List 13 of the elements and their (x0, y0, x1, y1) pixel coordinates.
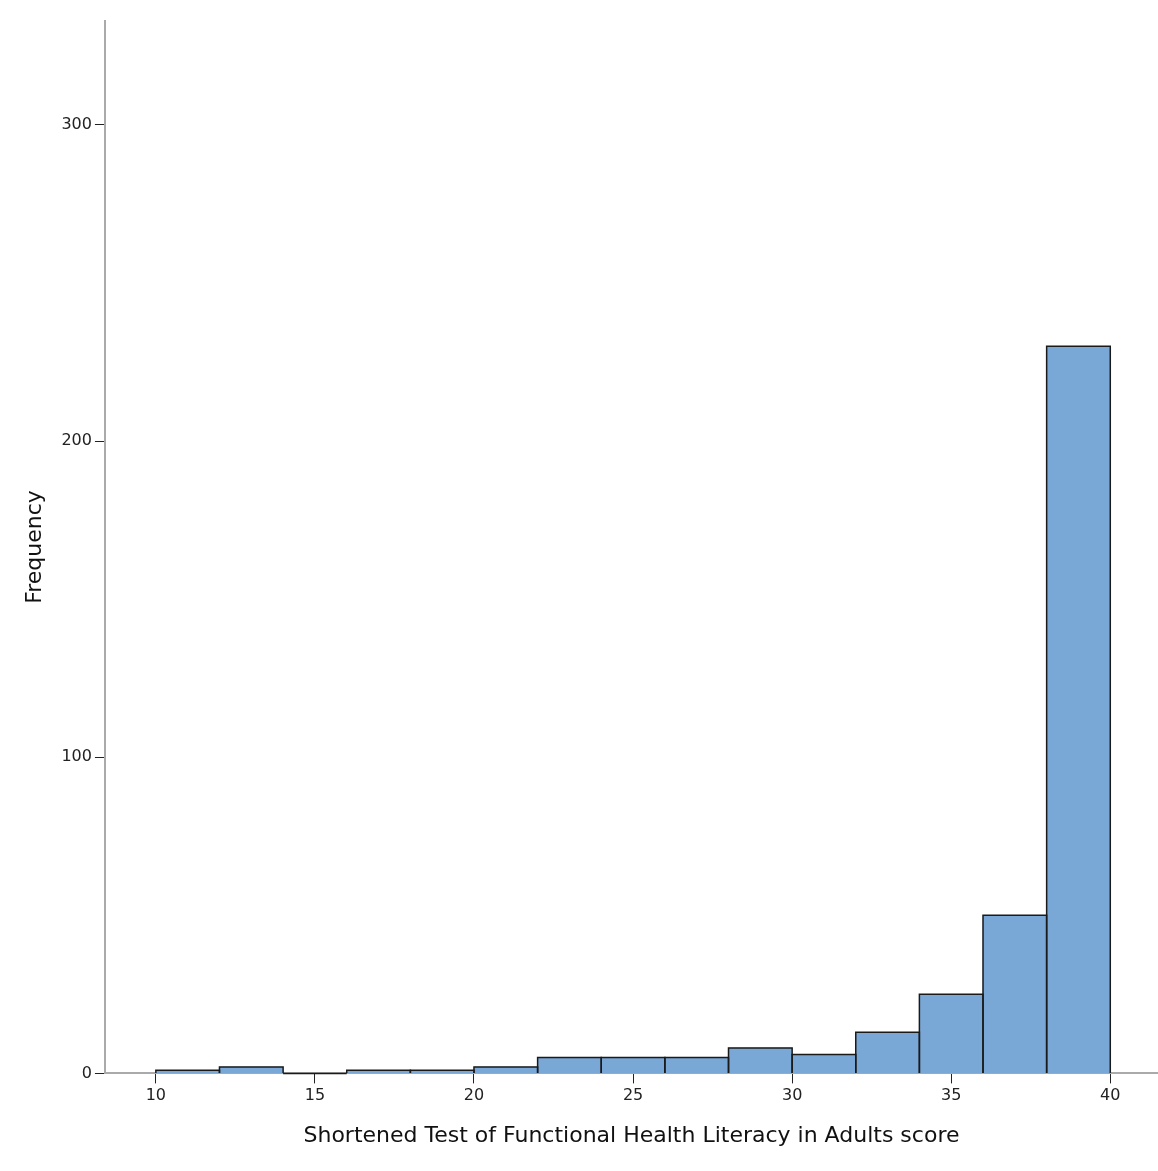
x-tick-label: 20 (463, 1085, 485, 1105)
x-tick-label: 35 (941, 1085, 962, 1105)
y-tick-label: 200 (61, 430, 92, 450)
x-tick-label: 40 (1100, 1085, 1121, 1105)
x-tick-label: 10 (145, 1085, 167, 1105)
x-axis-title: Shortened Test of Functional Health Literacy in Adults score (303, 1121, 960, 1147)
y-tick-label: 100 (61, 746, 92, 766)
y-tick-label: 300 (61, 114, 92, 134)
y-axis-title: Frequency (20, 490, 46, 604)
x-tick-label: 30 (781, 1085, 803, 1105)
x-tick-label: 25 (622, 1085, 644, 1105)
x-tick-label: 15 (304, 1085, 326, 1105)
y-tick-label: 0 (81, 1062, 92, 1082)
